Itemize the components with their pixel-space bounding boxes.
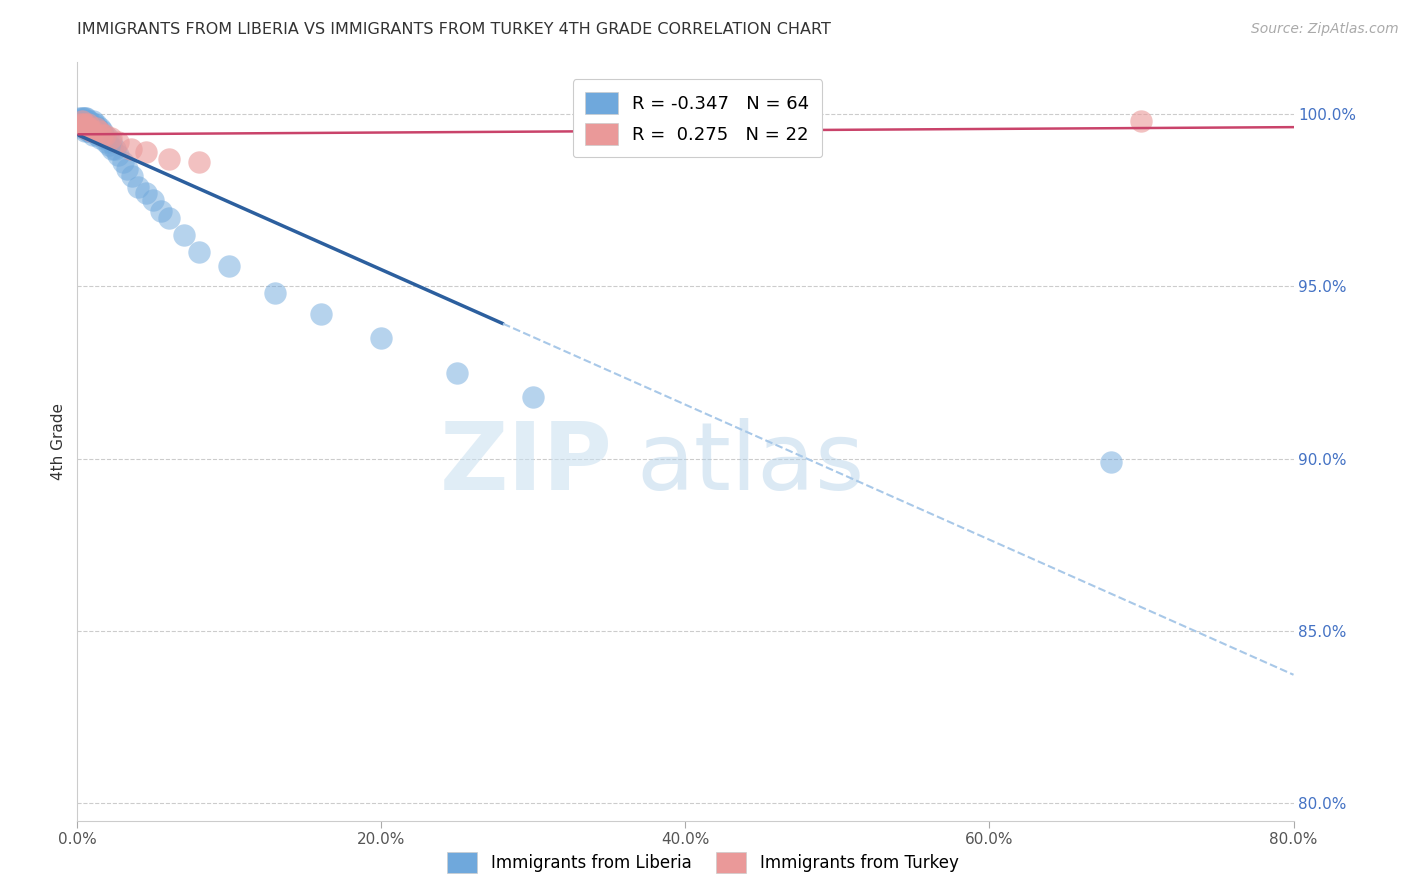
- Point: [75, 120, 97, 135]
- Point: [87, 124, 110, 138]
- Point: [173, 227, 195, 242]
- Point: [79, 124, 101, 138]
- Point: [84, 118, 107, 132]
- Point: [93, 128, 115, 142]
- Point: [135, 186, 157, 201]
- Point: [82, 124, 104, 138]
- Point: [370, 331, 392, 345]
- Point: [107, 148, 129, 162]
- Point: [135, 145, 157, 159]
- Point: [69, 114, 91, 128]
- Point: [86, 120, 108, 135]
- Point: [83, 124, 105, 138]
- Point: [80, 124, 103, 138]
- Point: [80, 120, 103, 135]
- Point: [127, 179, 149, 194]
- Point: [82, 128, 104, 142]
- Point: [91, 128, 114, 142]
- Point: [72, 118, 94, 132]
- Text: atlas: atlas: [637, 418, 865, 510]
- Text: IMMIGRANTS FROM LIBERIA VS IMMIGRANTS FROM TURKEY 4TH GRADE CORRELATION CHART: IMMIGRANTS FROM LIBERIA VS IMMIGRANTS FR…: [77, 22, 831, 37]
- Point: [84, 124, 107, 138]
- Point: [96, 135, 118, 149]
- Point: [1130, 114, 1153, 128]
- Point: [264, 286, 287, 301]
- Point: [89, 131, 111, 145]
- Point: [188, 155, 211, 169]
- Point: [69, 118, 91, 132]
- Point: [75, 114, 97, 128]
- Point: [101, 142, 124, 156]
- Point: [104, 142, 127, 156]
- Point: [149, 203, 172, 218]
- Point: [93, 131, 115, 145]
- Point: [188, 244, 211, 259]
- Point: [86, 128, 108, 142]
- Legend: Immigrants from Liberia, Immigrants from Turkey: Immigrants from Liberia, Immigrants from…: [440, 846, 966, 880]
- Point: [100, 135, 122, 149]
- Point: [70, 114, 93, 128]
- Point: [117, 162, 139, 177]
- Point: [111, 155, 134, 169]
- Point: [67, 111, 90, 125]
- Point: [70, 111, 93, 125]
- Point: [73, 111, 96, 125]
- Point: [73, 118, 96, 132]
- Point: [73, 114, 96, 128]
- Point: [90, 124, 112, 138]
- Point: [79, 118, 101, 132]
- Point: [77, 118, 100, 132]
- Point: [79, 114, 101, 128]
- Point: [142, 194, 165, 208]
- Point: [157, 152, 180, 166]
- Point: [73, 118, 96, 132]
- Text: Source: ZipAtlas.com: Source: ZipAtlas.com: [1251, 22, 1399, 37]
- Point: [70, 114, 93, 128]
- Point: [522, 390, 544, 404]
- Point: [84, 120, 107, 135]
- Point: [157, 211, 180, 225]
- Point: [121, 169, 143, 183]
- Y-axis label: 4th Grade: 4th Grade: [51, 403, 66, 480]
- Point: [82, 120, 104, 135]
- Point: [70, 118, 93, 132]
- Point: [72, 118, 94, 132]
- Point: [90, 128, 112, 142]
- Point: [100, 131, 122, 145]
- Point: [83, 118, 105, 132]
- Point: [120, 142, 142, 156]
- Point: [1099, 455, 1122, 469]
- Point: [73, 120, 96, 135]
- Point: [72, 111, 94, 125]
- Point: [79, 120, 101, 135]
- Point: [77, 114, 100, 128]
- Point: [309, 307, 332, 321]
- Point: [75, 111, 97, 125]
- Point: [98, 138, 121, 153]
- Point: [97, 131, 120, 145]
- Point: [446, 366, 468, 380]
- Point: [87, 124, 110, 138]
- Point: [80, 118, 103, 132]
- Legend: R = -0.347   N = 64, R =  0.275   N = 22: R = -0.347 N = 64, R = 0.275 N = 22: [572, 79, 823, 157]
- Point: [77, 118, 100, 132]
- Point: [73, 124, 96, 138]
- Point: [77, 120, 100, 135]
- Point: [77, 124, 100, 138]
- Text: ZIP: ZIP: [440, 418, 613, 510]
- Point: [72, 114, 94, 128]
- Point: [82, 114, 104, 128]
- Point: [69, 118, 91, 132]
- Point: [75, 120, 97, 135]
- Point: [107, 135, 129, 149]
- Point: [72, 120, 94, 135]
- Point: [89, 120, 111, 135]
- Point: [218, 259, 240, 273]
